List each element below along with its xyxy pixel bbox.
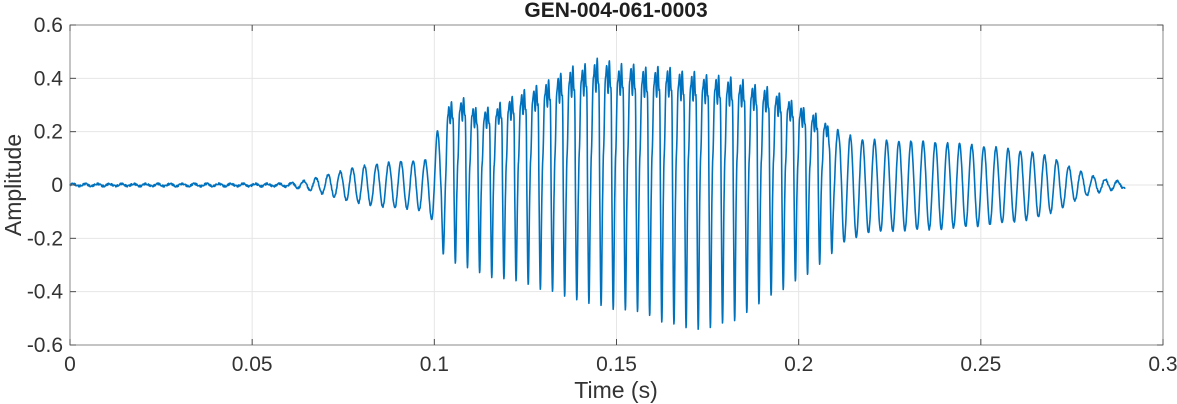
- y-tick-label: -0.6: [27, 334, 63, 357]
- x-tick-label: 0.15: [596, 353, 637, 376]
- plot-title: GEN-004-061-0003: [524, 0, 708, 22]
- x-tick-label: 0: [64, 353, 76, 376]
- x-tick-label: 0.05: [232, 353, 273, 376]
- x-tick-labels: 0 0.05 0.1 0.15 0.2 0.25 0.3: [64, 353, 1177, 376]
- x-tick-label: 0.25: [960, 353, 1001, 376]
- y-tick-label: -0.2: [27, 227, 63, 250]
- x-axis-label: Time (s): [574, 377, 658, 403]
- waveform-line: [69, 57, 1126, 330]
- y-tick-label: 0.6: [34, 14, 63, 37]
- y-tick-label: 0.2: [34, 121, 63, 144]
- y-tick-label: -0.4: [27, 281, 64, 304]
- x-tick-label: 0.2: [784, 353, 813, 376]
- tick-marks: [69, 24, 1164, 346]
- y-tick-labels: -0.6 -0.4 -0.2 0 0.2 0.4 0.6: [27, 14, 64, 357]
- y-tick-label: 0.4: [34, 67, 64, 90]
- x-tick-label: 0.3: [1148, 353, 1177, 376]
- y-axis-label: Amplitude: [0, 133, 26, 237]
- y-tick-label: 0: [51, 174, 63, 197]
- x-tick-label: 0.1: [420, 353, 449, 376]
